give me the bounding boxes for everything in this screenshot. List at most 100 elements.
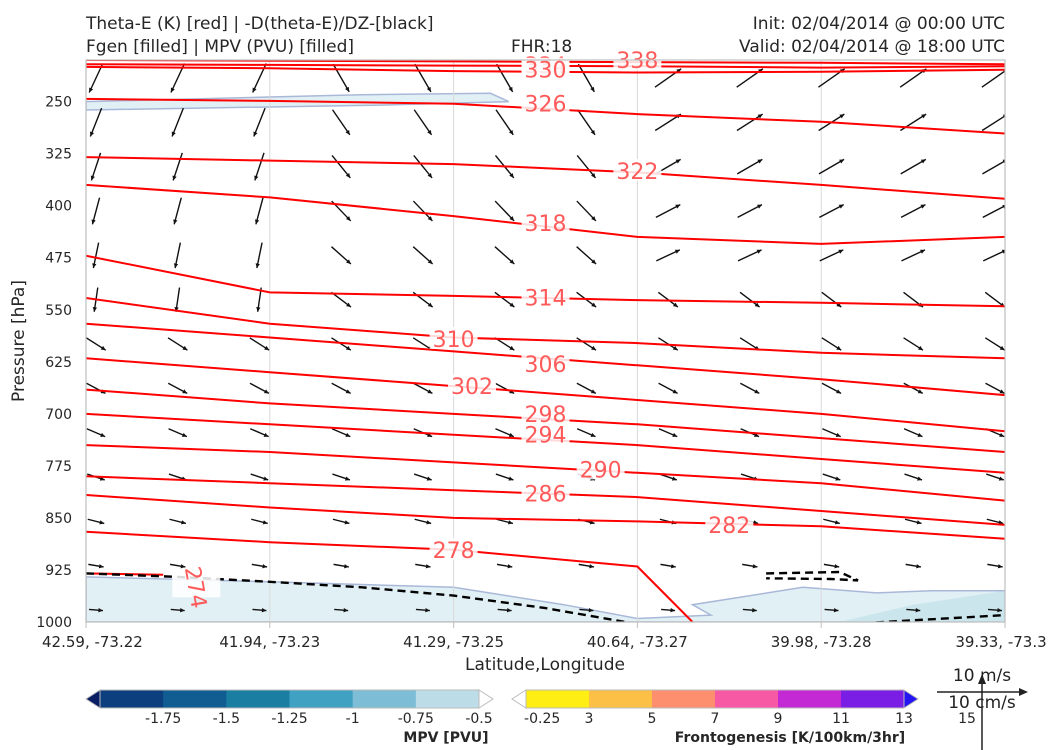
y-tick-label: 325: [45, 147, 72, 163]
y-tick-label: 550: [45, 303, 72, 319]
wind-arrow: [576, 154, 597, 179]
theta-e-contour: [86, 444, 1005, 502]
colorbar-segment: [352, 690, 417, 708]
wind-arrow: [412, 200, 433, 222]
colorbar-low-extend: [511, 689, 527, 709]
wind-arrow: [167, 382, 188, 394]
colorbar-segment: [589, 690, 653, 708]
forecast-hour: FHR:18: [511, 37, 573, 57]
x-tick-label: 41.94, -73.23: [219, 633, 320, 651]
colorbar-tick-label: 9: [774, 711, 783, 727]
wind-arrow: [331, 246, 352, 265]
mpv-fill-region: [839, 590, 1005, 622]
wind-arrow: [987, 608, 1003, 613]
theta-e-contour: [86, 572, 164, 576]
wind-arrow: [250, 473, 269, 481]
colorbar-tick-label: -0.75: [398, 711, 434, 727]
wind-arrow: [494, 246, 515, 265]
wind-arrow: [332, 63, 350, 93]
colorbar-segment: [652, 690, 716, 708]
wind-arrow: [413, 382, 433, 394]
wind-arrow: [331, 154, 351, 179]
ref-horizontal-label: 10 m/s: [953, 666, 1011, 686]
y-tick-label: 1000: [36, 615, 72, 631]
wind-arrow: [497, 608, 512, 613]
dthetae-dz-contour: [766, 570, 859, 582]
wind-arrow: [660, 563, 676, 569]
wind-arrow: [89, 107, 103, 137]
wind-arrow: [736, 158, 763, 175]
x-tick-label: 40.64, -73.27: [587, 633, 688, 651]
wind-arrow: [984, 291, 1005, 308]
wind-reference-key: 10 m/s 10 cm/s: [937, 666, 1028, 750]
contour-label-layer: 3383343303263223183143103063022982942902…: [172, 48, 754, 610]
colorbar-tick-label: -0.25: [524, 711, 560, 727]
init-time: Init: 02/04/2014 @ 00:00 UTC: [752, 14, 1005, 34]
wind-arrow: [818, 158, 845, 175]
wind-arrow: [331, 337, 352, 351]
wind-arrow: [171, 107, 185, 137]
wind-arrow: [332, 518, 350, 525]
wind-arrow: [415, 608, 430, 613]
wind-arrow: [253, 107, 266, 137]
wind-arrow: [495, 473, 514, 481]
wind-arrow: [495, 428, 515, 438]
wind-arrow: [576, 382, 597, 394]
y-axis-label: Pressure [hPa]: [9, 280, 29, 402]
wind-arrow: [255, 242, 263, 269]
wind-arrow: [577, 63, 595, 93]
wind-arrow: [658, 428, 678, 438]
wind-arrow: [169, 563, 186, 569]
theta-e-contour: [86, 357, 1005, 433]
y-tick-label: 400: [45, 199, 72, 215]
colorbar-high-extend: [478, 689, 494, 709]
mpv-colorbar: -1.75 -1.5 -1.25 -1 -0.75 -0.5 -0.25: [85, 689, 560, 727]
wind-arrow: [252, 608, 267, 613]
wind-arrow: [88, 608, 104, 613]
colorbar-tick-label: -1.25: [271, 711, 307, 727]
wind-arrow: [254, 152, 265, 181]
colorbar-tick-label: -1.75: [145, 711, 181, 727]
wind-arrow: [413, 154, 433, 179]
title-line-2: Fgen [filled] | MPV (PVU) [filled]: [86, 37, 355, 57]
colorbar-segment: [226, 690, 290, 708]
wind-arrow: [251, 518, 268, 525]
wind-arrow: [170, 608, 185, 613]
wind-arrow: [900, 204, 926, 218]
colorbar-segment: [415, 690, 480, 708]
wind-arrow: [986, 518, 1004, 525]
colorbar-tick-label: 15: [958, 711, 976, 727]
x-tick-label: 39.33, -73.3: [955, 633, 1046, 651]
colorbar-segment: [526, 690, 590, 708]
plot-frame: [85, 59, 1006, 623]
wind-arrow: [249, 428, 269, 438]
colorbar-tick-label: 13: [895, 711, 913, 727]
wind-arrow: [172, 152, 183, 181]
theta-e-label: 330: [525, 59, 567, 84]
wind-arrow: [579, 608, 594, 613]
wind-arrow: [330, 291, 352, 308]
wind-arrow: [331, 109, 351, 136]
y-tick-label: 250: [45, 95, 72, 111]
wind-arrow: [905, 563, 922, 569]
wind-arrow: [88, 563, 104, 569]
wind-arrow: [249, 337, 270, 351]
x-tick-label: 42.59, -73.22: [42, 633, 143, 651]
theta-e-label: 290: [580, 458, 622, 483]
wind-arrow: [985, 382, 1005, 394]
wind-arrow: [904, 518, 922, 525]
theta-e-contour: [86, 156, 1005, 200]
fgen-colorbar-label: Frontogenesis [K/100km/3hr]: [675, 730, 905, 746]
colorbar-segment: [289, 690, 354, 708]
wind-arrow: [986, 473, 1004, 481]
theta-e-contour: [86, 297, 1005, 360]
x-axis-ticks: 42.59, -73.22 41.94, -73.23 41.29, -73.25 4…: [42, 622, 1047, 651]
y-axis-ticks: 250 325 400 475 550 625 700 775 850 925 1000: [36, 95, 72, 631]
wind-arrow: [576, 337, 597, 351]
wind-arrow: [86, 337, 107, 351]
colorbar-segment: [841, 690, 905, 708]
wind-arrow: [904, 473, 923, 481]
x-axis-label: Latitude,Longitude: [465, 655, 625, 675]
colorbar-tick-label: 7: [711, 711, 720, 727]
wind-arrow: [168, 428, 188, 438]
